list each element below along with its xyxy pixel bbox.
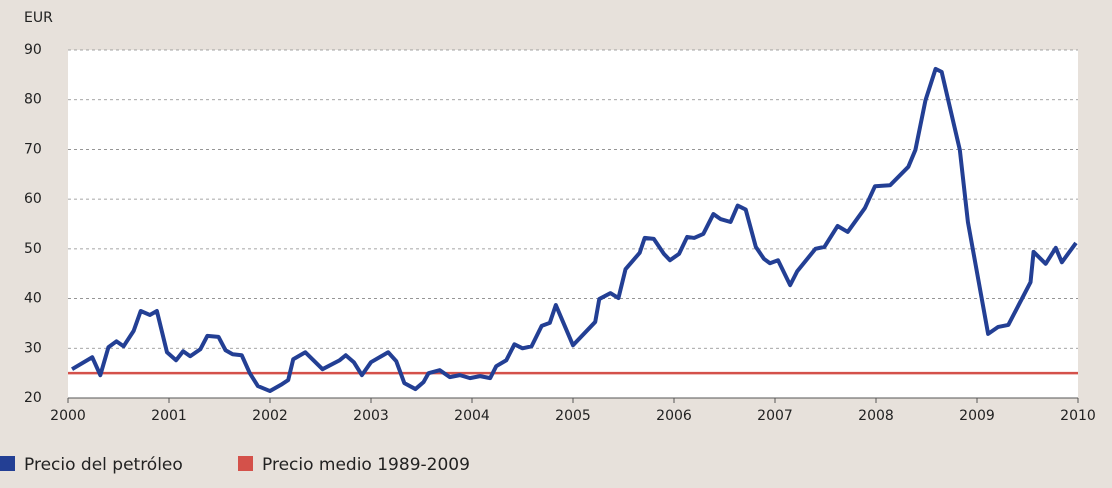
y-tick-label: 90 <box>24 42 42 58</box>
x-tick-label: 2009 <box>959 408 995 424</box>
x-tick-label: 2005 <box>555 408 591 424</box>
y-tick-label: 80 <box>24 92 42 108</box>
x-tick-label: 2006 <box>656 408 692 424</box>
plot-area <box>68 50 1078 398</box>
x-tick-label: 2004 <box>454 408 490 424</box>
x-tick-label: 2008 <box>858 408 894 424</box>
legend-label: Precio medio 1989-2009 <box>262 455 470 475</box>
legend-swatch <box>0 456 15 471</box>
y-tick-label: 70 <box>24 141 42 157</box>
x-tick-label: 2007 <box>757 408 793 424</box>
x-tick-label: 2003 <box>353 408 389 424</box>
legend-label: Precio del petróleo <box>24 455 183 475</box>
y-axis-label: EUR <box>24 10 53 26</box>
x-tick-label: 2001 <box>151 408 187 424</box>
legend: Precio del petróleo Precio medio 1989-200… <box>0 455 470 475</box>
x-tick-label: 2010 <box>1060 408 1096 424</box>
data-line <box>71 66 1078 394</box>
x-tick-label: 2002 <box>252 408 288 424</box>
y-tick-label: 40 <box>24 291 42 307</box>
y-tick-label: 20 <box>24 390 42 406</box>
legend-swatch <box>238 456 253 471</box>
x-tick-label: 2000 <box>50 408 86 424</box>
y-tick-label: 50 <box>24 241 42 257</box>
y-tick-label: 60 <box>24 191 42 207</box>
y-tick-label: 30 <box>24 340 42 356</box>
